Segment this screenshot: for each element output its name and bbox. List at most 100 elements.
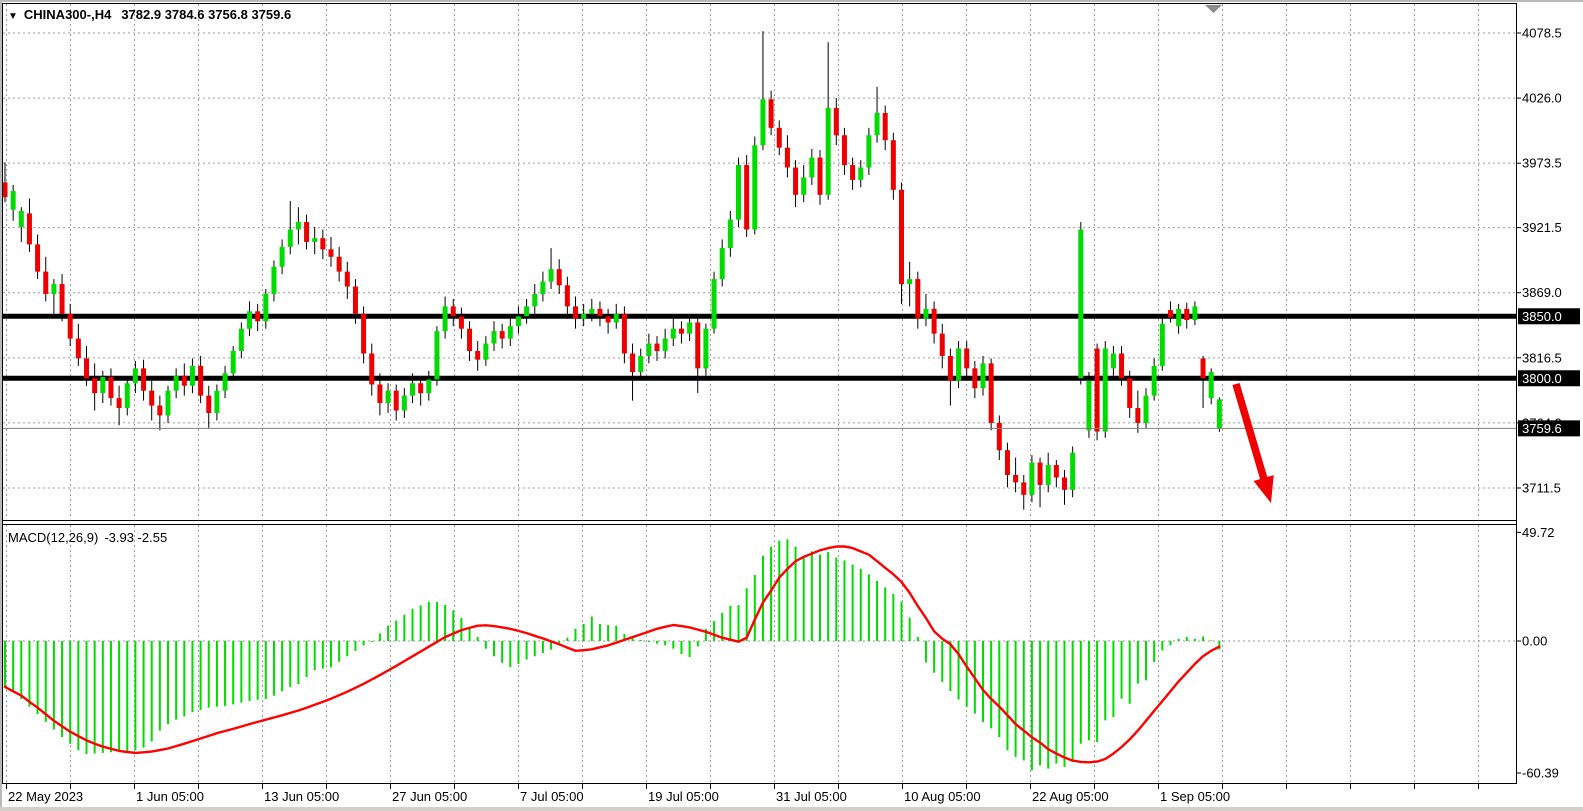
candle-body [1045,465,1051,485]
candle-body [304,222,310,242]
candle-body [173,375,179,391]
candle-body [92,378,98,394]
candle-body [687,322,693,334]
candle-body [662,338,668,351]
candle-body [564,285,570,307]
time-axis-label: 13 Jun 05:00 [264,789,339,804]
candle-body [858,167,864,180]
candle-body [524,306,530,317]
candle-body [434,331,440,380]
candle-body [1184,308,1190,321]
time-axis-label: 1 Jun 05:00 [136,789,204,804]
candle-body [768,99,774,128]
candle-body [670,328,676,339]
price-scale[interactable]: 4078.54026.03973.53921.53869.03816.53764… [1517,26,1562,781]
candle-body [320,238,326,250]
candle-body [630,353,636,373]
candle-body [882,112,888,141]
candle-body [899,189,904,285]
level-price-badge-3850.0-text: 3850.0 [1522,309,1562,324]
candle-body [1078,229,1084,379]
candle-body [833,108,839,136]
candle-body [1176,308,1182,327]
candle-body [1167,310,1173,318]
time-axis-label: 22 Aug 05:00 [1032,789,1109,804]
candle-body [931,308,937,334]
candle-body [711,279,717,329]
candle-body [1102,348,1108,432]
candle-body [744,165,750,230]
candle-body [1151,365,1157,396]
window-left-edge [0,0,2,807]
candle-body [874,112,880,136]
level-price-badge-3800.0: 3800.0 [1518,370,1580,387]
candle-body [540,281,546,294]
candle-body [1143,395,1149,423]
candle-body [621,313,627,354]
candle-body [181,375,187,386]
candle-body [467,328,473,351]
candle-body [336,256,342,272]
indicator-name: MACD(12,26,9) [8,530,99,545]
candle-body [817,157,823,195]
candle-body [418,383,424,394]
time-axis-label: 10 Aug 05:00 [904,789,981,804]
candle-body [238,328,244,351]
candle-body [116,398,122,409]
candle-body [1086,380,1092,431]
macd-axis-label: -60.39 [1522,765,1559,780]
indicator-label: MACD(12,26,9) -3.93 -2.55 [8,530,167,545]
candle-body [328,249,334,257]
candle-body [907,279,913,285]
candle-body [491,331,497,344]
candle-body [1053,465,1059,478]
time-axis-label: 7 Jul 05:00 [520,789,584,804]
current-price-badge-text: 3759.6 [1522,421,1562,436]
candle-body [1062,477,1067,490]
candle-body [678,328,684,334]
candle-body [736,165,741,220]
price-axis-label: 3816.5 [1522,350,1562,365]
candle-body [222,373,228,391]
candle-body [271,266,277,294]
trend-arrow-annotation[interactable] [1232,382,1274,503]
candle-body [84,358,89,379]
time-scale[interactable]: 22 May 2023 1 Jun 05:00 13 Jun 05:00 27 Jun… [6,784,1479,804]
candle-body [548,269,554,282]
candle-body [312,238,318,242]
ohlc-readout: 3782.9 3784.6 3756.8 3759.6 [121,7,292,22]
candle-body [499,331,505,339]
candle-body [996,422,1002,451]
candle-body [556,269,562,286]
candle-body [703,328,709,369]
time-axis-label: 27 Jun 05:00 [392,789,467,804]
macd-pane [3,539,1221,771]
macd-axis-label: 0.00 [1522,634,1547,649]
candle-body [43,271,49,294]
level-price-badge-3800.0-text: 3800.0 [1522,371,1562,386]
candle-body [581,313,587,319]
candle-body [1110,353,1116,369]
candle-body [727,219,733,249]
time-axis-label: 22 May 2023 [8,789,83,804]
candle-body [124,383,130,409]
candle-body [255,311,261,322]
candle-body [597,308,603,317]
collapse-triangle-icon[interactable]: ▼ [8,11,18,22]
candle-body [947,355,953,381]
candle-body [377,384,383,404]
candle-body [247,311,252,329]
candle-body [450,306,456,317]
candle-body [515,316,521,327]
macd-axis-label: 49.72 [1522,525,1555,540]
candle-body [841,135,847,166]
price-axis-label: 4026.0 [1522,91,1562,106]
candle-body [1192,306,1198,321]
candle-body [1200,358,1206,379]
candle-body [426,379,432,394]
candle-body [1004,450,1010,475]
autoscroll-marker-icon [1205,5,1222,13]
candle-body [475,350,481,360]
